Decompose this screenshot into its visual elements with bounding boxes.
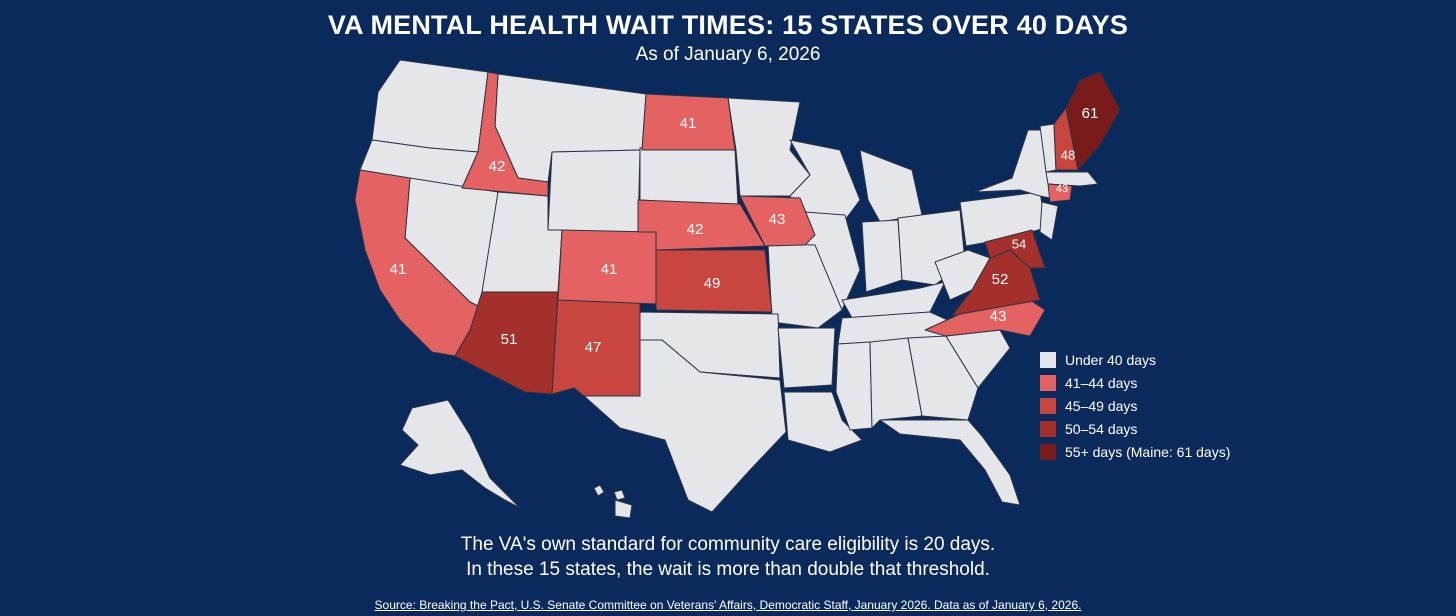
label-connecticut: 43 — [1056, 183, 1068, 195]
state-maine — [1065, 71, 1121, 171]
legend-item: 50–54 days — [1040, 417, 1230, 440]
state-wyoming — [547, 149, 641, 233]
state-hawaii — [593, 484, 633, 519]
label-nebraska: 42 — [687, 221, 704, 238]
footnote-line-1: The VA's own standard for community care… — [460, 534, 996, 555]
state-new-jersey — [1039, 201, 1059, 241]
legend-item: 41–44 days — [1040, 371, 1230, 394]
state-alabama — [869, 337, 923, 429]
state-louisiana — [783, 391, 863, 453]
source-citation: Source: Breaking the Pact, U.S. Senate C… — [374, 598, 1082, 612]
legend-item: 55+ days (Maine: 61 days) — [1040, 440, 1230, 463]
state-south-dakota — [639, 147, 739, 207]
state-georgia — [907, 335, 979, 421]
label-idaho: 42 — [489, 158, 506, 175]
state-massachusetts — [1045, 171, 1099, 187]
state-mississippi — [835, 341, 873, 431]
state-alaska — [399, 399, 521, 509]
page-subtitle: As of January 6, 2026 — [635, 44, 821, 65]
state-arkansas — [777, 327, 836, 389]
label-new-mexico: 47 — [585, 339, 602, 356]
label-north-dakota: 41 — [680, 115, 697, 132]
legend-label: Under 40 days — [1065, 351, 1157, 368]
legend-swatch — [1040, 374, 1056, 391]
state-connecticut — [1047, 183, 1073, 203]
state-florida — [879, 419, 1021, 506]
state-iowa — [739, 195, 816, 247]
label-new-hampshire: 48 — [1061, 147, 1075, 162]
legend-swatch — [1040, 443, 1056, 460]
page-title: VA MENTAL HEALTH WAIT TIMES: 15 STATES O… — [327, 10, 1129, 40]
label-iowa: 43 — [769, 211, 786, 228]
state-indiana — [861, 219, 903, 293]
state-michigan — [859, 149, 923, 223]
state-kentucky — [841, 281, 946, 319]
state-washington — [371, 59, 489, 153]
legend-label: 45–49 days — [1065, 397, 1138, 414]
label-colorado: 41 — [601, 261, 618, 278]
label-maine: 61 — [1082, 105, 1099, 122]
state-idaho — [461, 71, 549, 197]
legend-label: 55+ days (Maine: 61 days) — [1065, 443, 1231, 460]
label-kansas: 49 — [704, 275, 721, 292]
label-maryland: 54 — [1012, 236, 1026, 251]
state-kansas — [655, 249, 773, 313]
label-virginia: 52 — [992, 271, 1009, 288]
legend-item: 45–49 days — [1040, 394, 1230, 417]
legend-swatch — [1040, 351, 1056, 368]
label-california: 41 — [390, 261, 407, 278]
label-north-carolina: 43 — [990, 308, 1007, 325]
legend-swatch — [1040, 397, 1056, 414]
state-maryland — [984, 229, 1046, 269]
footnote-line-2: In these 15 states, the wait is more tha… — [466, 559, 990, 580]
state-north-dakota — [641, 93, 736, 151]
legend-label: 50–54 days — [1065, 420, 1138, 437]
footnote: The VA's own standard for community care… — [0, 532, 1456, 582]
label-arizona: 51 — [501, 331, 518, 348]
legend-item: Under 40 days — [1040, 348, 1230, 371]
legend-swatch — [1040, 420, 1056, 437]
legend-label: 41–44 days — [1065, 374, 1138, 391]
legend: Under 40 days 41–44 days 45–49 days 50–5… — [1040, 348, 1230, 463]
